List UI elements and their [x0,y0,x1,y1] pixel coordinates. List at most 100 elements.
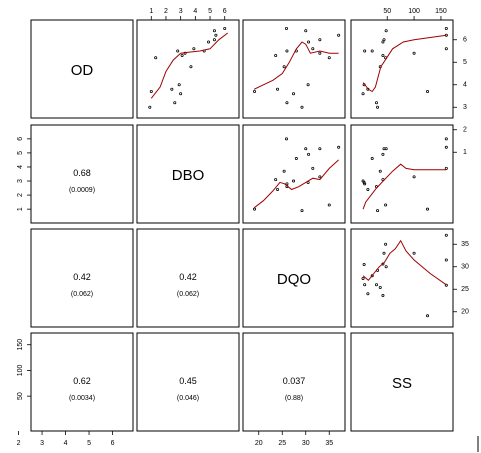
correlation-value: 0.42 [73,272,91,282]
panel-dqo-dqo [242,228,346,328]
data-point [381,54,385,58]
data-point [307,40,311,44]
data-point [176,49,180,53]
tick-label: 5 [463,59,467,66]
data-point [311,166,315,170]
panel-dbo-ss [350,124,454,224]
data-point [426,314,430,318]
data-point [212,29,216,33]
data-point [154,56,158,60]
panel-od-dqo [242,19,346,119]
tick-label: 6 [223,8,227,15]
variable-name-od: OD [71,62,94,79]
data-point [180,54,184,58]
variable-name-dbo: DBO [172,167,205,184]
panel-od-dbo [136,19,240,119]
data-point [444,233,448,237]
panel-dbo-dbo [136,124,240,224]
data-point [284,137,288,141]
data-point [170,87,174,91]
data-point [292,92,296,96]
panel-od-od [30,19,134,119]
tick-label: 6 [111,440,115,447]
tick-label: 20 [461,309,469,316]
tick-label: 25 [461,286,469,293]
tick-label: 3 [179,8,183,15]
tick-label: 1 [149,8,153,15]
data-point [374,101,378,105]
data-point [384,203,388,207]
smoother-line [362,239,447,286]
correlation-value: 0.42 [179,272,197,282]
tick-label: 2 [463,127,467,134]
tick-label: 50 [17,392,24,400]
data-point [381,40,385,44]
data-point [304,147,308,151]
tick-label: 3 [17,179,24,183]
tick-label: 20 [255,440,263,447]
p-value: (0.88) [285,395,303,402]
data-point [362,262,366,266]
tick-label: 150 [17,339,24,351]
axis-left-ss: 50 100 150 [17,339,31,400]
data-point [212,38,216,42]
tick-label: 30 [461,264,469,271]
scatter-dqo-vs-ss [361,233,448,318]
data-point [189,65,193,69]
data-point [306,83,310,87]
panel-dbo-dqo [242,124,346,224]
smoother-line [253,41,339,90]
tick-label: 1 [463,149,467,156]
data-point [207,40,211,44]
data-point [318,147,322,151]
tick-label: 5 [87,440,91,447]
axis-right-dqo: 20 25 30 35 [453,241,469,316]
data-point [318,175,322,179]
data-point [370,274,374,278]
tick-label: 6 [17,137,24,141]
data-point [361,276,365,280]
data-point [285,182,289,186]
panel-ss-ss [350,332,454,432]
tick-label: 1 [17,207,24,211]
p-value: (0.062) [177,291,199,298]
scatter-dbo-vs-dqo [253,137,341,213]
data-point [276,87,280,91]
tick-label: 4 [463,82,467,89]
panel-ss-dbo [136,332,240,432]
variable-name-dqo: DQO [277,271,311,288]
data-point [412,175,416,179]
tick-label: 6 [463,37,467,44]
data-point [378,285,382,289]
axis-left-dbo: 1 2 3 4 5 6 [17,137,31,211]
correlation-value: 0.62 [73,376,91,386]
data-point [382,251,386,255]
data-point [253,207,257,211]
data-point [179,92,183,96]
tick-label: 5 [208,8,212,15]
tick-label: 100 [408,8,420,15]
correlation-value: 0.45 [179,376,197,386]
data-point [173,101,177,105]
data-point [361,179,365,183]
smoother-line [150,32,229,99]
data-point [382,38,386,42]
data-point [444,283,448,287]
data-point [370,157,374,161]
p-value: (0.062) [71,291,93,298]
data-point [363,49,367,53]
tick-label: 5 [17,151,24,155]
smoother-line [362,163,447,210]
data-point [381,152,385,156]
data-point [384,29,388,33]
data-point [292,179,296,183]
data-point [376,209,380,213]
smoother-line [362,34,447,93]
data-point [382,147,386,151]
panel-ss-od [30,332,134,432]
data-point [337,145,341,149]
data-point [366,292,370,296]
data-point [363,283,367,287]
data-point [318,51,322,55]
